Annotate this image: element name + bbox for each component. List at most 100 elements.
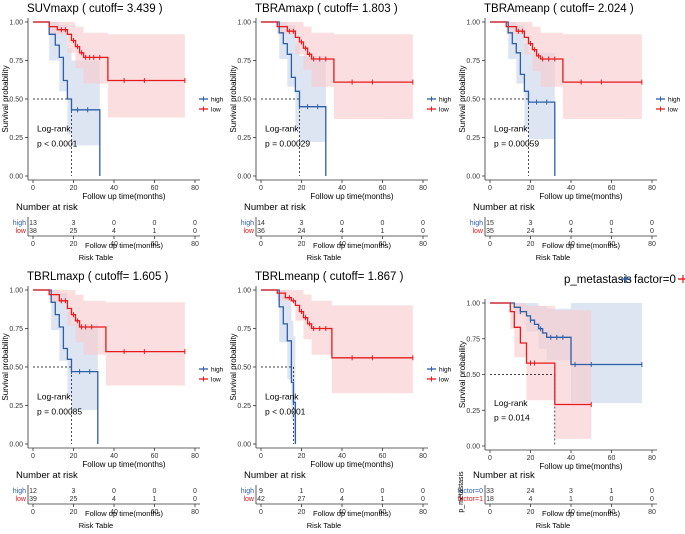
x-tick-label: 40 (110, 453, 118, 460)
risk-x-label: Follow up time(months) (542, 509, 620, 518)
km-curve-high (33, 289, 99, 444)
risk-value: 0 (650, 228, 654, 235)
km-curve-high (33, 21, 101, 176)
y-tick-label: 0.25 (466, 408, 480, 415)
risk-value: 38 (29, 228, 37, 235)
risk-x-tick-label: 60 (151, 241, 159, 248)
risk-x-tick-label: 40 (110, 241, 118, 248)
y-tick-label: 1.00 (237, 288, 251, 295)
risk-value: 3 (300, 220, 304, 227)
risk-x-label: Follow up time(months) (85, 241, 163, 250)
risk-value: 24 (527, 228, 535, 235)
chart-title: SUVmaxp ( cutoff= 3.439 ) (27, 3, 163, 15)
risk-value: 24 (527, 488, 535, 495)
risk-row-label-high: high (470, 220, 483, 227)
x-tick-label: 20 (527, 455, 535, 462)
x-tick-label: 60 (151, 185, 159, 192)
risk-x-tick-label: 40 (338, 509, 346, 516)
risk-x-tick-label: 0 (259, 241, 263, 248)
x-tick-label: 80 (191, 453, 199, 460)
risk-title: Number at risk (473, 202, 535, 213)
risk-value: 0 (112, 488, 116, 495)
risk-table-caption: Risk Table (307, 253, 341, 262)
km-curve-low (33, 289, 185, 353)
x-tick-label: 20 (298, 185, 306, 192)
risk-value: 1 (610, 228, 614, 235)
risk-x-tick-label: 60 (151, 509, 159, 516)
x-tick-label: 0 (259, 453, 263, 460)
risk-row-label-low: low (15, 496, 26, 503)
x-tick-label: 0 (488, 185, 492, 192)
risk-value: 4 (112, 496, 116, 503)
risk-value: 14 (257, 220, 265, 227)
risk-value: 0 (421, 488, 425, 495)
x-tick-label: 60 (608, 455, 616, 462)
risk-x-tick-label: 40 (567, 509, 575, 516)
risk-value: 1 (610, 488, 614, 495)
y-tick-label: 0.50 (237, 97, 251, 104)
ci-band-low (261, 290, 413, 394)
y-tick-label: 1.00 (9, 288, 23, 295)
ci-band-low (490, 22, 642, 119)
risk-table-caption: Risk Table (79, 521, 113, 530)
risk-value: 24 (298, 228, 306, 235)
risk-row-label-low: low (15, 228, 26, 235)
risk-value: 18 (486, 496, 494, 503)
risk-row-label-factor=1: factor=1 (458, 496, 484, 503)
x-tick-label: 80 (419, 185, 427, 192)
risk-value: 42 (257, 496, 265, 503)
risk-x-label: Follow up time(months) (85, 509, 163, 518)
risk-x-tick-label: 60 (608, 509, 616, 516)
risk-value: 3 (72, 220, 76, 227)
x-axis-label: Follow up time(months) (539, 462, 622, 471)
legend-right: high low (427, 366, 452, 384)
y-axis-label: Survival probability (1, 333, 10, 400)
risk-x-tick-label: 0 (488, 241, 492, 248)
x-axis-label: Follow up time(months) (82, 460, 165, 469)
risk-value: 0 (153, 220, 157, 227)
x-tick-label: 80 (648, 185, 656, 192)
risk-value: 0 (650, 220, 654, 227)
legend-label-high: high (668, 97, 681, 104)
y-tick-label: 1.00 (466, 301, 480, 308)
legend-label-high: high (439, 367, 452, 374)
x-axis-label: Follow up time(months) (82, 192, 165, 201)
risk-value: 4 (112, 228, 116, 235)
x-tick-label: 60 (608, 185, 616, 192)
risk-value: 9 (259, 488, 263, 495)
legend-label-factor=0: factor=0 (634, 274, 676, 286)
x-tick-label: 20 (70, 185, 78, 192)
risk-x-tick-label: 40 (110, 509, 118, 516)
risk-value: 0 (193, 496, 197, 503)
y-tick-label: 1.00 (9, 20, 23, 27)
risk-value: 1 (153, 228, 157, 235)
risk-value: 0 (193, 220, 197, 227)
risk-value: 0 (610, 496, 614, 503)
y-tick-label: 0.50 (466, 372, 480, 379)
y-axis-label: Survival probability (458, 341, 467, 408)
x-tick-label: 40 (338, 453, 346, 460)
risk-value: 35 (486, 228, 494, 235)
risk-table-caption: Risk Table (536, 253, 570, 262)
risk-value: 3 (529, 220, 533, 227)
risk-row-label-high: high (241, 488, 254, 495)
p-value: p = 0.014 (494, 412, 530, 422)
y-tick-label: 0.25 (9, 403, 23, 410)
legend-label-low: low (211, 107, 221, 114)
y-tick-label: 0.25 (9, 135, 23, 142)
risk-x-tick-label: 20 (298, 509, 306, 516)
y-tick-label: 0.25 (466, 135, 480, 142)
logrank-label: Log-rank (265, 123, 299, 133)
km-panel-2: TBRAmeanp ( cutoff= 2.024 ) 0.00 0.25 0.50 0… (458, 3, 681, 262)
risk-title: Number at risk (244, 470, 306, 481)
km-curve-high (490, 21, 556, 176)
risk-row-label-factor=0: factor=0 (458, 488, 484, 495)
km-panel-0: SUVmaxp ( cutoff= 3.439 ) 0.00 0.25 0.50 0.7… (1, 3, 224, 262)
risk-value: 3 (569, 488, 573, 495)
risk-x-tick-label: 0 (31, 241, 35, 248)
